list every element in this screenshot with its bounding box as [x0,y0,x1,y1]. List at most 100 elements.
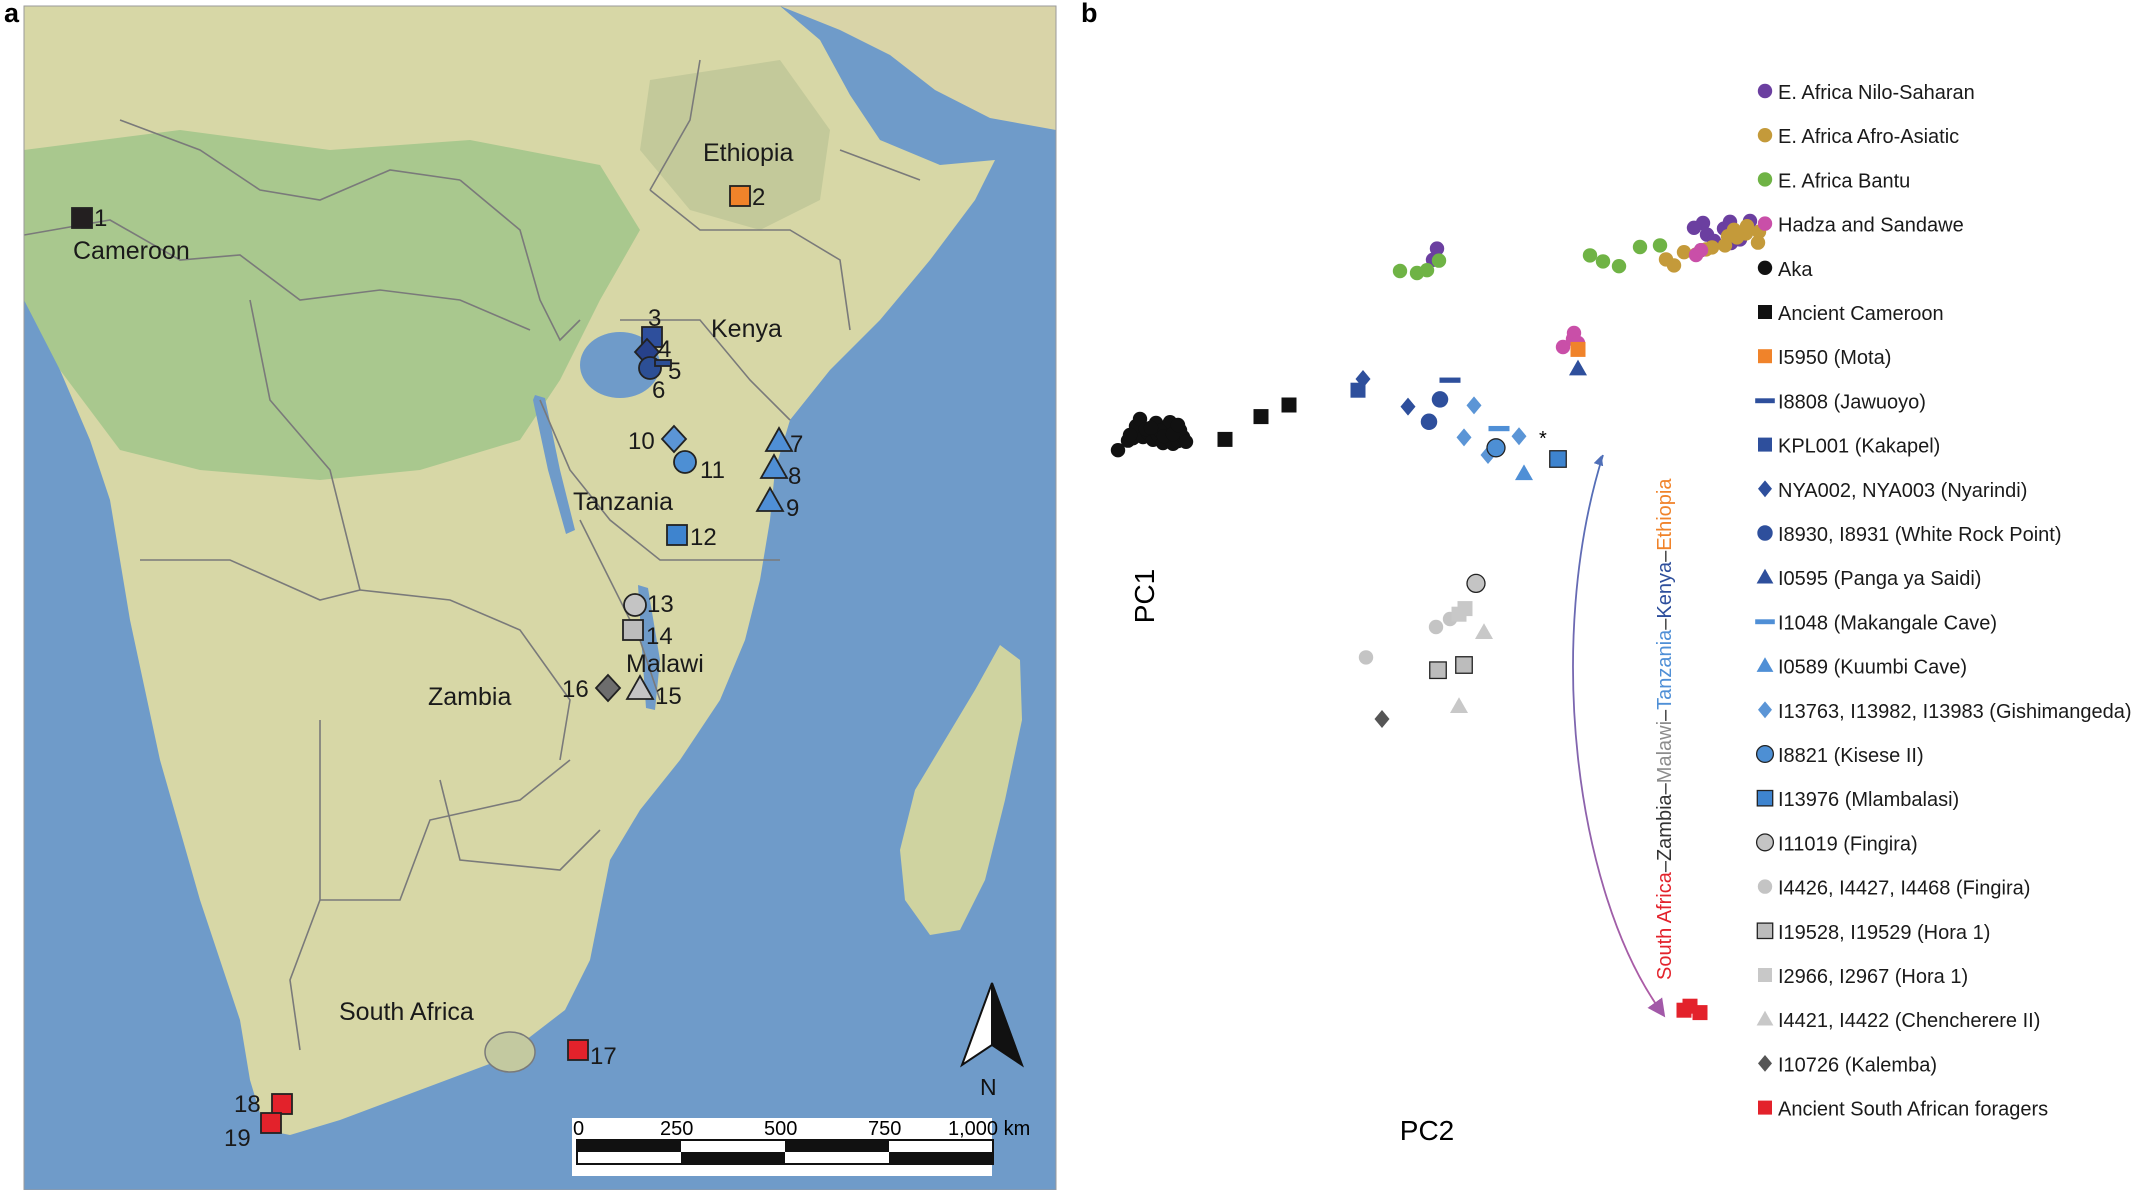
site-number-13: 13 [647,591,674,618]
data-point [1549,450,1567,468]
country-label-kenya: Kenya [711,315,782,343]
legend-marker [1756,789,1774,807]
pca-points [1110,213,1767,1021]
legend-item: Aka [1757,259,1813,281]
legend-marker [1758,480,1772,498]
gradient-arc-up [1593,455,1604,467]
series-21 [1450,623,1493,713]
legend-label: I0589 (Kuumbi Cave) [1778,657,1967,679]
data-point [1632,239,1648,255]
site-marker-7 [764,426,794,452]
series-12 [1488,425,1510,432]
scale-label-1000: 1,000 km [948,1118,1030,1140]
data-point [1720,229,1736,244]
legend-label: I5950 (Mota) [1778,347,1891,369]
legend-marker [1755,398,1775,404]
legend-item: I19528, I19529 (Hora 1) [1756,922,1990,944]
panel-b-label: b [1081,0,1098,28]
site-9: 9 [755,486,799,522]
arabia-landmass [780,6,1056,130]
site-marker-9 [755,486,785,512]
series-13 [1515,464,1533,481]
data-point [1143,420,1159,435]
annotation-star: * [1539,428,1547,450]
country-borders [24,59,921,1051]
site-6: 6 [652,359,672,404]
legend-label: I4426, I4427, I4468 (Fingira) [1778,878,2030,900]
site-marker-1 [71,207,93,229]
legend-marker [1757,216,1773,231]
legend-label: E. Africa Nilo-Saharan [1778,82,1975,104]
series-4 [1110,411,1194,458]
site-number-1: 1 [94,205,107,232]
data-point [1456,428,1472,447]
data-point [1420,413,1438,431]
data-point [1475,623,1493,639]
data-point [1570,341,1586,357]
legend-item: I8821 (Kisese II) [1755,744,1924,767]
legend-item: E. Africa Nilo-Saharan [1757,82,1975,104]
data-point [1431,253,1447,268]
site-2: 2 [729,184,765,211]
data-point [1374,710,1390,728]
lesotho [484,1031,536,1073]
site-marker-13 [623,593,647,617]
lake-tanganyika [533,395,575,534]
legend-item: I13976 (Mlambalasi) [1756,789,1959,811]
legend-item: I4421, I4422 (Chencherere II) [1756,1010,2040,1032]
data-point [1750,235,1766,250]
legend-marker [1758,437,1772,452]
data-point [1486,438,1506,458]
data-point [1429,241,1445,256]
site-number-3: 3 [648,305,661,332]
site-number-6: 6 [652,377,665,404]
series-23 [1676,998,1708,1021]
series-18 [1358,611,1458,665]
legend-marker [1756,568,1774,584]
site-13: 13 [623,591,674,618]
legend: E. Africa Nilo-Saharan E. Africa Afro-Asi… [1755,82,2132,1121]
data-point [1582,248,1598,263]
site-marker-14 [622,619,644,641]
legend-label: I19528, I19529 (Hora 1) [1778,922,1990,944]
legend-label: I10726 (Kalemba) [1778,1054,1937,1076]
legend-label: I0595 (Panga ya Saidi) [1778,568,1981,590]
legend-marker [1755,619,1775,625]
series-2 [1392,238,1668,281]
rainforest-region [24,130,640,480]
data-point [1652,238,1668,253]
legend-item: KPL001 (Kakapel) [1758,436,1940,458]
data-point [1611,259,1627,274]
map [24,6,1056,1190]
legend-label: I4421, I4422 (Chencherere II) [1778,1010,2040,1032]
legend-label: Ancient Cameroon [1778,303,1944,325]
legend-label: E. Africa Bantu [1778,170,1910,192]
data-point [1122,427,1138,443]
site-number-7: 7 [790,431,803,458]
series-3 [1555,243,1709,355]
data-point [1253,409,1269,425]
site-17: 17 [567,1039,617,1070]
legend-marker [1756,1010,1774,1026]
legend-item: Ancient South African foragers [1758,1099,2048,1121]
gradient-label-part: South Africa [1654,871,1676,980]
legend-item: I8930, I8931 (White Rock Point) [1757,524,2061,546]
site-number-10: 10 [628,428,655,455]
data-point [1569,359,1587,376]
site-number-2: 2 [752,184,765,211]
data-point [1419,263,1435,278]
gradient-arc-down [1572,454,1666,1018]
country-label-south-africa: South Africa [339,998,474,1026]
legend-label: I13976 (Mlambalasi) [1778,789,1959,811]
legend-label: KPL001 (Kakapel) [1778,436,1940,458]
data-point [1676,245,1692,260]
series-15 [1486,438,1506,458]
gradient-label-part: Ethiopia [1654,478,1676,551]
site-number-8: 8 [788,463,801,490]
data-point [1400,397,1416,416]
legend-item: I2966, I2967 (Hora 1) [1758,966,1968,988]
site-15: 15 [625,674,682,710]
legend-marker [1758,1100,1772,1115]
country-label-malawi: Malawi [626,650,704,678]
